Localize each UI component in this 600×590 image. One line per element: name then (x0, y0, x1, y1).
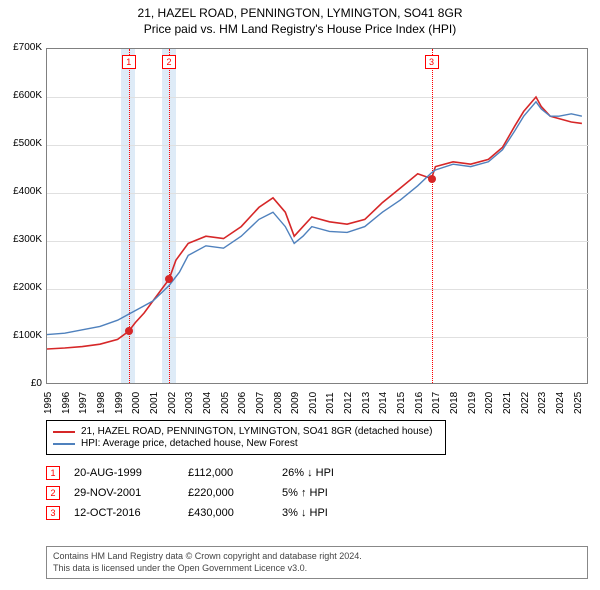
x-axis-label: 2012 (343, 392, 354, 414)
x-axis-label: 2013 (361, 392, 372, 414)
x-axis-label: 2023 (537, 392, 548, 414)
title-subtitle: Price paid vs. HM Land Registry's House … (0, 22, 600, 36)
y-axis-label: £500K (4, 138, 42, 149)
footer-box: Contains HM Land Registry data © Crown c… (46, 546, 588, 579)
legend-row-property: 21, HAZEL ROAD, PENNINGTON, LYMINGTON, S… (53, 426, 439, 437)
event-row: 3 12-OCT-2016 £430,000 3% ↓ HPI (46, 506, 476, 520)
x-axis-label: 2019 (467, 392, 478, 414)
x-axis-label: 2009 (290, 392, 301, 414)
x-axis-label: 2025 (573, 392, 584, 414)
event-delta: 26% ↓ HPI (282, 467, 372, 479)
title-address: 21, HAZEL ROAD, PENNINGTON, LYMINGTON, S… (0, 6, 600, 20)
legend-swatch-hpi (53, 443, 75, 445)
chart-container: 21, HAZEL ROAD, PENNINGTON, LYMINGTON, S… (0, 0, 600, 590)
x-axis-label: 2024 (555, 392, 566, 414)
x-axis-label: 2004 (202, 392, 213, 414)
plot-area: 123 (46, 48, 588, 384)
x-axis-label: 2008 (273, 392, 284, 414)
y-axis-label: £0 (4, 378, 42, 389)
event-price: £430,000 (188, 507, 268, 519)
event-delta: 3% ↓ HPI (282, 507, 372, 519)
event-price: £112,000 (188, 467, 268, 479)
event-price: £220,000 (188, 487, 268, 499)
event-row: 1 20-AUG-1999 £112,000 26% ↓ HPI (46, 466, 476, 480)
x-axis-label: 1998 (96, 392, 107, 414)
x-axis-label: 2016 (414, 392, 425, 414)
x-axis-label: 2011 (325, 392, 336, 414)
series-property (47, 97, 582, 349)
footer-line2: This data is licensed under the Open Gov… (53, 563, 581, 575)
event-date: 20-AUG-1999 (74, 467, 174, 479)
x-axis-label: 2020 (484, 392, 495, 414)
legend-row-hpi: HPI: Average price, detached house, New … (53, 438, 439, 449)
y-axis-label: £300K (4, 234, 42, 245)
event-num: 3 (46, 506, 60, 520)
x-axis-label: 2007 (255, 392, 266, 414)
y-axis-label: £100K (4, 330, 42, 341)
x-axis-label: 2001 (149, 392, 160, 414)
legend-box: 21, HAZEL ROAD, PENNINGTON, LYMINGTON, S… (46, 420, 446, 455)
x-axis-label: 2000 (131, 392, 142, 414)
x-axis-label: 1999 (114, 392, 125, 414)
x-axis-label: 2014 (378, 392, 389, 414)
x-axis-label: 2005 (220, 392, 231, 414)
legend-label-hpi: HPI: Average price, detached house, New … (81, 438, 298, 449)
y-axis-label: £400K (4, 186, 42, 197)
x-axis-label: 2006 (237, 392, 248, 414)
y-axis-label: £700K (4, 42, 42, 53)
x-axis-label: 2017 (431, 392, 442, 414)
legend-swatch-property (53, 431, 75, 433)
x-axis-label: 2010 (308, 392, 319, 414)
x-axis-label: 2018 (449, 392, 460, 414)
y-axis-label: £600K (4, 90, 42, 101)
x-axis-label: 1996 (61, 392, 72, 414)
titles: 21, HAZEL ROAD, PENNINGTON, LYMINGTON, S… (0, 0, 600, 36)
events-table: 1 20-AUG-1999 £112,000 26% ↓ HPI 2 29-NOV-200… (46, 460, 476, 526)
event-marker (428, 175, 436, 183)
x-axis-label: 2015 (396, 392, 407, 414)
y-axis-label: £200K (4, 282, 42, 293)
x-axis-label: 1997 (78, 392, 89, 414)
event-date: 29-NOV-2001 (74, 487, 174, 499)
x-axis-label: 2022 (520, 392, 531, 414)
x-axis-label: 2003 (184, 392, 195, 414)
event-num: 2 (46, 486, 60, 500)
event-marker (125, 327, 133, 335)
footer-line1: Contains HM Land Registry data © Crown c… (53, 551, 581, 563)
x-axis-label: 1995 (43, 392, 54, 414)
event-num: 1 (46, 466, 60, 480)
x-axis-label: 2021 (502, 392, 513, 414)
event-delta: 5% ↑ HPI (282, 487, 372, 499)
x-axis-label: 2002 (167, 392, 178, 414)
legend-label-property: 21, HAZEL ROAD, PENNINGTON, LYMINGTON, S… (81, 426, 432, 437)
event-row: 2 29-NOV-2001 £220,000 5% ↑ HPI (46, 486, 476, 500)
event-date: 12-OCT-2016 (74, 507, 174, 519)
